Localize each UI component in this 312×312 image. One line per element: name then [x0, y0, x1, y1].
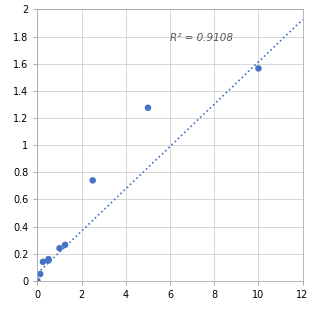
Point [145, 105, 150, 110]
Point [90, 178, 95, 183]
Point [41, 259, 46, 264]
Point [35, 278, 40, 283]
Point [63, 242, 68, 247]
Point [57, 246, 62, 251]
Point [38, 271, 43, 276]
Point [256, 66, 261, 71]
Text: R² = 0.9108: R² = 0.9108 [170, 32, 233, 42]
Point [46, 258, 51, 263]
Point [46, 256, 51, 261]
